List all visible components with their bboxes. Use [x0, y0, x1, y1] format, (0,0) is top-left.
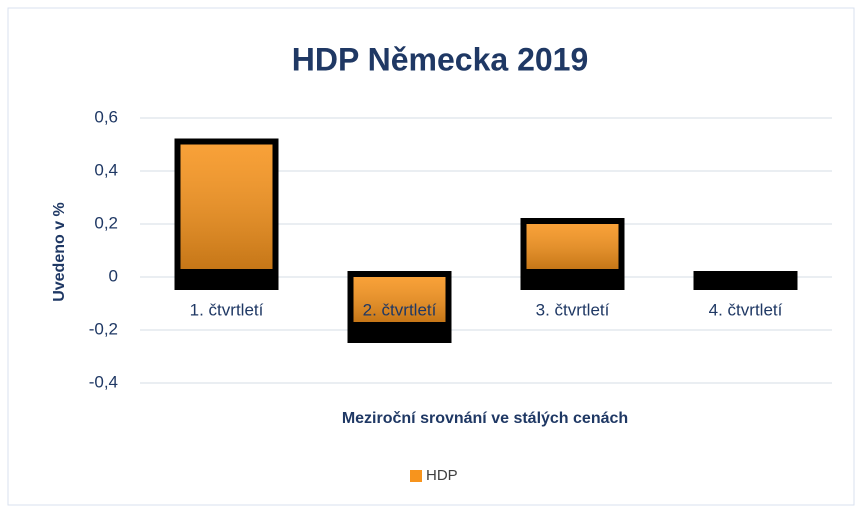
- y-tick-label: 0,6: [94, 107, 118, 126]
- x-tick-label: 1. čtvrtletí: [190, 300, 264, 319]
- y-tick-label: 0: [109, 266, 118, 285]
- x-tick-label: 4. čtvrtletí: [709, 300, 783, 319]
- y-tick-label: -0,4: [89, 372, 118, 391]
- legend-swatch: [410, 470, 422, 482]
- x-tick-label: 2. čtvrtletí: [363, 300, 437, 319]
- x-tick-label: 3. čtvrtletí: [536, 300, 610, 319]
- y-tick-label: -0,2: [89, 319, 118, 338]
- bar-shade: [526, 224, 619, 269]
- chart-title: HDP Německa 2019: [292, 41, 589, 77]
- y-tick-label: 0,4: [94, 160, 118, 179]
- y-tick-label: 0,2: [94, 213, 118, 232]
- bar-shade: [353, 277, 446, 322]
- x-axis-title: Meziroční srovnání ve stálých cenách: [342, 410, 628, 427]
- legend-label: HDP: [426, 467, 458, 484]
- y-axis-title: Uvedeno v %: [51, 202, 68, 302]
- bar-shadow: [693, 271, 798, 290]
- bar-shade: [180, 144, 273, 269]
- chart-border: [7, 7, 855, 506]
